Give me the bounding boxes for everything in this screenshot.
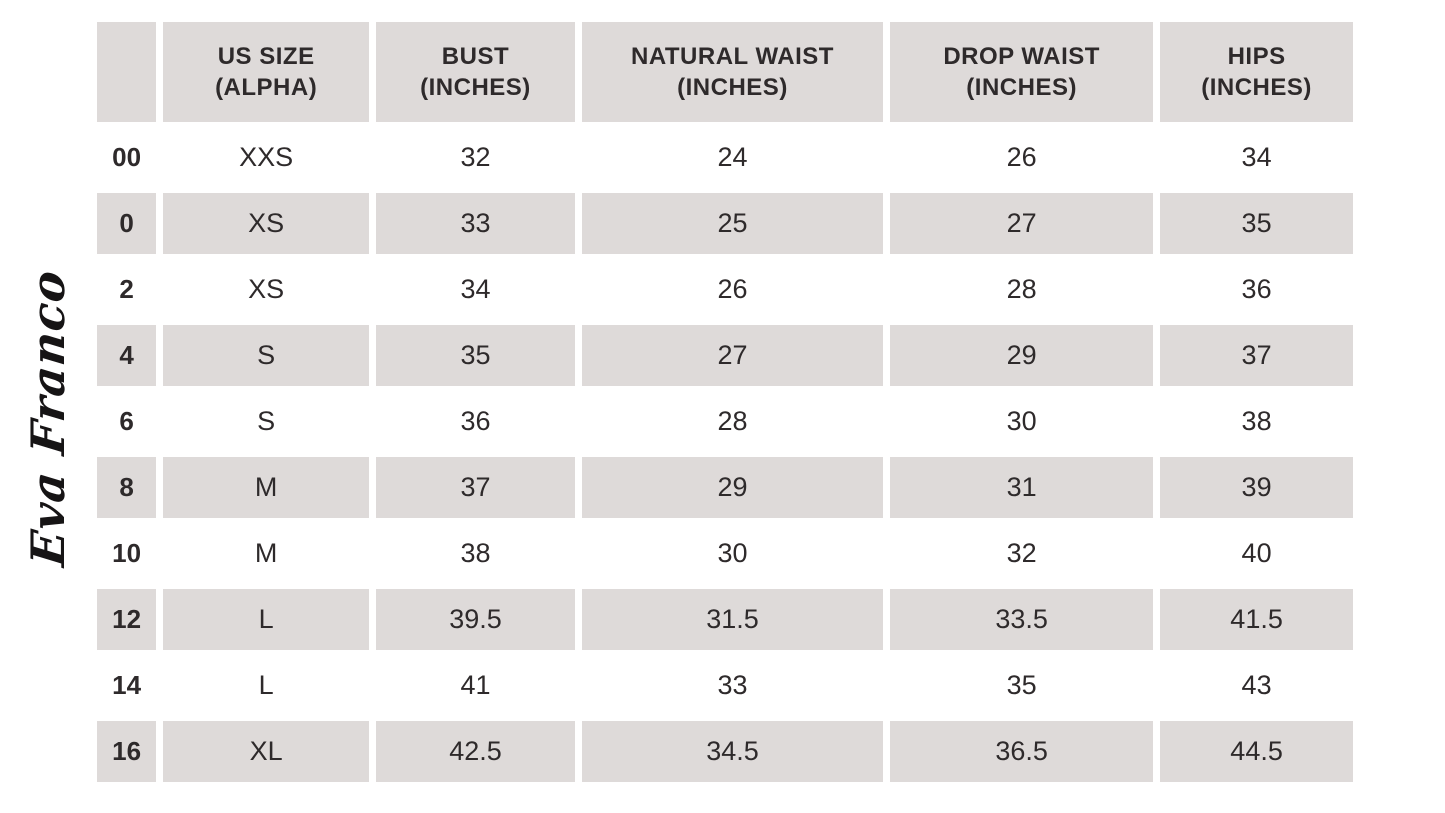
cell-bust: 33	[376, 193, 575, 254]
header-line: HIPS	[1227, 43, 1286, 70]
cell-us-size: 8	[97, 457, 157, 518]
table-row: 2 XS 34 26 28 36	[97, 259, 1353, 320]
cell-us-size: 2	[97, 259, 157, 320]
cell-natural-waist: 25	[581, 193, 884, 254]
brand-logo-text: Eva Franco	[21, 267, 76, 569]
cell-bust: 32	[376, 127, 575, 188]
header-hips: HIPS (INCHES)	[1160, 22, 1353, 122]
table-row: 6 S 36 28 30 38	[97, 391, 1353, 452]
cell-drop-waist: 27	[890, 193, 1154, 254]
cell-drop-waist: 35	[890, 655, 1154, 716]
cell-hips: 41.5	[1160, 589, 1353, 650]
cell-bust: 38	[376, 523, 575, 584]
cell-natural-waist: 33	[581, 655, 884, 716]
header-line: (INCHES)	[1201, 74, 1312, 101]
cell-hips: 40	[1160, 523, 1353, 584]
cell-natural-waist: 27	[581, 325, 884, 386]
cell-hips: 39	[1160, 457, 1353, 518]
cell-hips: 35	[1160, 193, 1353, 254]
header-drop-waist: DROP WAIST (INCHES)	[890, 22, 1154, 122]
cell-drop-waist: 28	[890, 259, 1154, 320]
table-row: 16 XL 42.5 34.5 36.5 44.5	[97, 721, 1353, 782]
cell-alpha: S	[163, 391, 370, 452]
header-line: (INCHES)	[420, 74, 531, 101]
cell-bust: 39.5	[376, 589, 575, 650]
cell-alpha: XS	[163, 259, 370, 320]
cell-alpha: M	[163, 457, 370, 518]
cell-hips: 38	[1160, 391, 1353, 452]
header-line: (ALPHA)	[215, 74, 318, 101]
cell-hips: 34	[1160, 127, 1353, 188]
cell-natural-waist: 24	[581, 127, 884, 188]
header-line: (INCHES)	[677, 74, 788, 101]
cell-bust: 36	[376, 391, 575, 452]
cell-natural-waist: 26	[581, 259, 884, 320]
header-size-numeric	[97, 22, 157, 122]
header-us-size-alpha: US SIZE (ALPHA)	[163, 22, 370, 122]
cell-us-size: 16	[97, 721, 157, 782]
cell-bust: 41	[376, 655, 575, 716]
cell-bust: 42.5	[376, 721, 575, 782]
table-row: 8 M 37 29 31 39	[97, 457, 1353, 518]
cell-bust: 34	[376, 259, 575, 320]
cell-natural-waist: 28	[581, 391, 884, 452]
cell-alpha: XXS	[163, 127, 370, 188]
cell-us-size: 12	[97, 589, 157, 650]
table-row: 14 L 41 33 35 43	[97, 655, 1353, 716]
cell-alpha: L	[163, 655, 370, 716]
cell-alpha: XS	[163, 193, 370, 254]
cell-us-size: 00	[97, 127, 157, 188]
size-chart-container: US SIZE (ALPHA) BUST (INCHES) NATURAL WA…	[90, 17, 1360, 787]
cell-hips: 44.5	[1160, 721, 1353, 782]
cell-drop-waist: 30	[890, 391, 1154, 452]
cell-us-size: 4	[97, 325, 157, 386]
cell-us-size: 14	[97, 655, 157, 716]
table-row: 0 XS 33 25 27 35	[97, 193, 1353, 254]
cell-hips: 36	[1160, 259, 1353, 320]
cell-alpha: L	[163, 589, 370, 650]
header-row: US SIZE (ALPHA) BUST (INCHES) NATURAL WA…	[97, 22, 1353, 122]
cell-drop-waist: 29	[890, 325, 1154, 386]
cell-alpha: XL	[163, 721, 370, 782]
header-natural-waist: NATURAL WAIST (INCHES)	[581, 22, 884, 122]
table-row: 00 XXS 32 24 26 34	[97, 127, 1353, 188]
cell-natural-waist: 30	[581, 523, 884, 584]
header-line: NATURAL WAIST	[631, 43, 834, 70]
cell-drop-waist: 26	[890, 127, 1154, 188]
header-line: BUST	[441, 43, 510, 70]
cell-hips: 43	[1160, 655, 1353, 716]
cell-us-size: 0	[97, 193, 157, 254]
cell-us-size: 10	[97, 523, 157, 584]
header-line: US SIZE	[217, 43, 315, 70]
table-row: 10 M 38 30 32 40	[97, 523, 1353, 584]
header-line: DROP WAIST	[943, 43, 1100, 70]
cell-natural-waist: 34.5	[581, 721, 884, 782]
header-bust: BUST (INCHES)	[376, 22, 575, 122]
brand-logo: Eva Franco	[0, 248, 96, 588]
table-row: 4 S 35 27 29 37	[97, 325, 1353, 386]
size-chart-table: US SIZE (ALPHA) BUST (INCHES) NATURAL WA…	[90, 17, 1360, 787]
cell-bust: 37	[376, 457, 575, 518]
table-row: 12 L 39.5 31.5 33.5 41.5	[97, 589, 1353, 650]
cell-drop-waist: 31	[890, 457, 1154, 518]
cell-natural-waist: 31.5	[581, 589, 884, 650]
cell-alpha: S	[163, 325, 370, 386]
cell-drop-waist: 36.5	[890, 721, 1154, 782]
cell-alpha: M	[163, 523, 370, 584]
cell-drop-waist: 32	[890, 523, 1154, 584]
cell-bust: 35	[376, 325, 575, 386]
header-line: (INCHES)	[966, 74, 1077, 101]
cell-hips: 37	[1160, 325, 1353, 386]
cell-drop-waist: 33.5	[890, 589, 1154, 650]
cell-natural-waist: 29	[581, 457, 884, 518]
cell-us-size: 6	[97, 391, 157, 452]
